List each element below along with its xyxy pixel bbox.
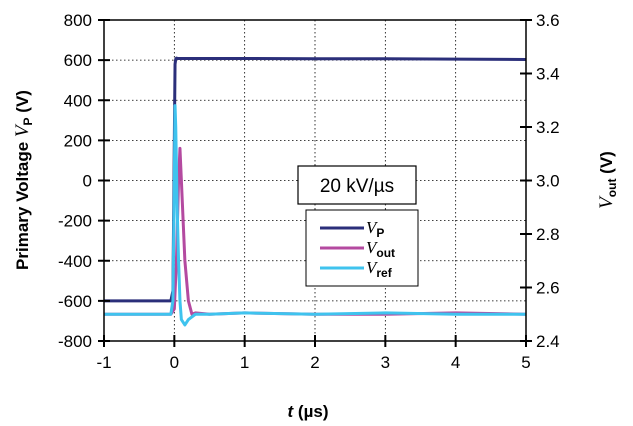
- y-left-tick-label: 0: [83, 172, 92, 191]
- x-tick-label: 3: [381, 353, 390, 372]
- y-left-tick-label: 800: [64, 11, 92, 30]
- y-left-tick-label: 400: [64, 91, 92, 110]
- series-layer: [104, 56, 527, 327]
- y-right-tick-label: 3.2: [536, 118, 560, 137]
- x-tick-label: -1: [96, 353, 111, 372]
- y-left-tick-label: 200: [64, 131, 92, 150]
- x-axis-label: t (µs): [288, 402, 329, 421]
- x-tick-label: 4: [451, 353, 460, 372]
- x-tick-label: 2: [310, 353, 319, 372]
- y-axis-right-label: Vout (V): [596, 151, 619, 209]
- annotation-text: 20 kV/µs: [320, 176, 394, 197]
- y-right-tick-label: 3.0: [536, 172, 560, 191]
- x-tick-label: 1: [240, 353, 249, 372]
- y-right-tick-label: 2.4: [536, 332, 560, 351]
- y-left-tick-label: -200: [58, 212, 92, 231]
- y-right-tick-label: 2.6: [536, 279, 560, 298]
- y-right-tick-label: 3.4: [536, 65, 560, 84]
- legend-label-ref: Vref: [366, 258, 393, 280]
- legend-label-P: VP: [366, 218, 384, 240]
- x-tick-label: 0: [170, 353, 179, 372]
- y-right-tick-label: 3.6: [536, 11, 560, 30]
- y-left-tick-label: -800: [58, 332, 92, 351]
- legend-label-out: Vout: [366, 238, 395, 260]
- y-axis-left-label: Primary Voltage VP (V): [12, 90, 35, 270]
- ticks-layer: -1 0 1 2 3 4 5 -800 -600 -400 -200 0 200 400 600 800 2.4…: [58, 11, 560, 372]
- x-tick-label: 5: [521, 353, 530, 372]
- y-left-tick-label: -600: [58, 292, 92, 311]
- annotation-box: 20 kV/µs: [297, 165, 417, 205]
- series-line-ref: [104, 104, 526, 327]
- y-left-tick-label: -400: [58, 252, 92, 271]
- y-left-tick-label: 600: [64, 51, 92, 70]
- y-right-tick-label: 2.8: [536, 225, 560, 244]
